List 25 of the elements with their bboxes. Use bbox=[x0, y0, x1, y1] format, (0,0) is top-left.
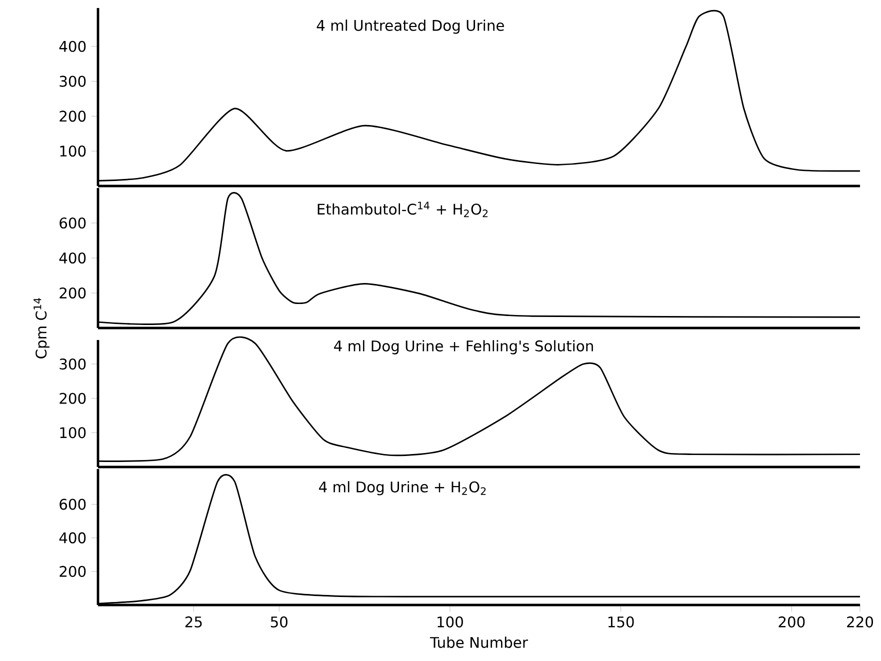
y-tick-label: 300 bbox=[60, 76, 86, 87]
x-tick-label: 150 bbox=[608, 616, 634, 628]
y-tick-label: 600 bbox=[60, 498, 86, 510]
y-tick-label: 400 bbox=[59, 252, 86, 264]
y-tick-label: 200 bbox=[60, 566, 86, 577]
x-tick-label: 100 bbox=[438, 616, 463, 628]
y-axis-title: Cpm C$^{14}$ bbox=[34, 298, 50, 358]
x-tick-label: 220 bbox=[847, 616, 874, 628]
text: Ethambutol-C$^{14}$ + H$_{2}$O$_{2}$ bbox=[318, 202, 488, 218]
y-tick-label: 200 bbox=[60, 110, 86, 122]
y-tick-label: 100 bbox=[60, 427, 86, 438]
y-tick-label: 600 bbox=[60, 217, 86, 229]
y-tick-label: 300 bbox=[60, 358, 86, 370]
x-tick-label: 25 bbox=[185, 616, 202, 628]
x-tick-label: 50 bbox=[270, 616, 288, 628]
y-tick-label: 400 bbox=[59, 532, 86, 544]
y-tick-label: 200 bbox=[60, 392, 86, 404]
text: 4 ml Dog Urine + H$_{2}$O$_{2}$ bbox=[319, 481, 486, 496]
y-tick-label: 200 bbox=[60, 287, 86, 299]
y-tick-label: 400 bbox=[59, 40, 86, 52]
x-tick-label: 200 bbox=[778, 616, 805, 628]
chart-title: 4 ml Dog Urine + Fehling's Solution bbox=[334, 340, 593, 354]
x-axis-title: Tube Number bbox=[430, 636, 528, 648]
y-tick-label: 100 bbox=[60, 146, 86, 157]
text: 4 ml Untreated Dog Urine bbox=[316, 20, 504, 34]
